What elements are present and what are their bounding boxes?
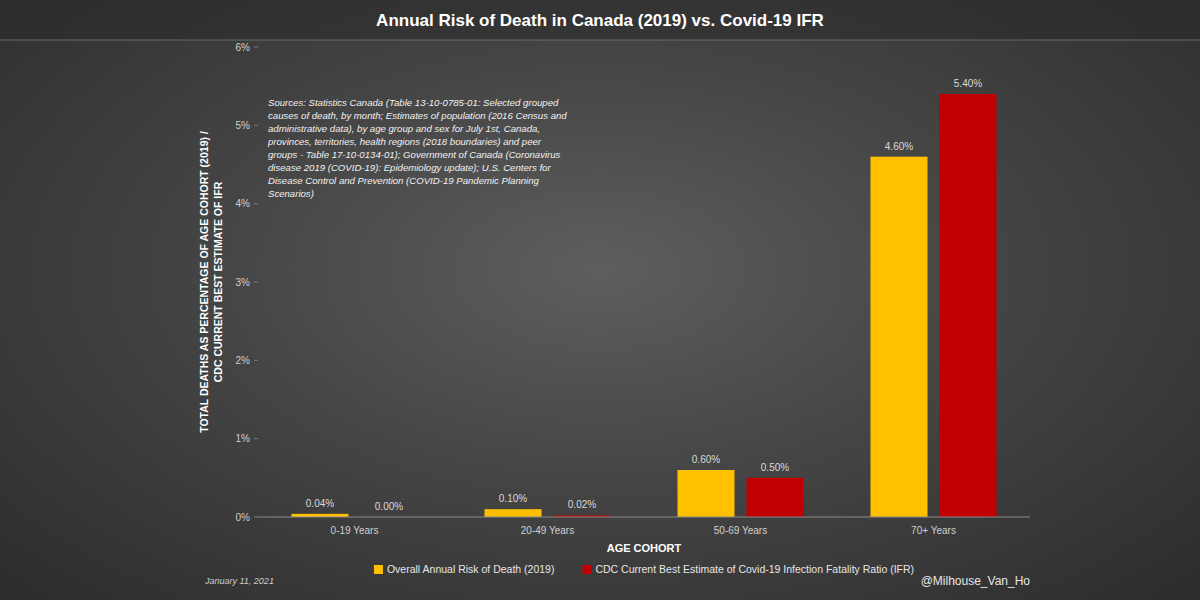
x-tick-label: 70+ Years (911, 525, 956, 536)
y-tick-label: 3% (236, 277, 251, 288)
legend-label: CDC Current Best Estimate of Covid-19 In… (595, 563, 914, 575)
y-tick-label: 6% (236, 42, 251, 53)
y-axis-label: TOTAL DEATHS AS PERCENTAGE OF AGE COHORT… (198, 131, 210, 433)
bar (940, 94, 997, 517)
y-tick (254, 360, 258, 361)
sources-note: Sources: Statistics Canada (Table 13-10-… (268, 96, 568, 200)
title-rule (0, 40, 1200, 41)
data-label: 0.50% (761, 462, 789, 473)
legend-swatch (582, 565, 591, 574)
x-tick-label: 0-19 Years (331, 525, 379, 536)
y-axis-label: CDC CURRENT BEST ESTIMATE OF IFR (212, 181, 224, 382)
y-tick-label: 5% (236, 120, 251, 131)
data-label: 0.02% (568, 499, 596, 510)
y-tick (254, 438, 258, 439)
x-tick-label: 20-49 Years (521, 525, 574, 536)
y-tick (254, 125, 258, 126)
y-tick-label: 4% (236, 198, 251, 209)
legend-swatch (374, 565, 383, 574)
bar (485, 509, 542, 517)
bar (747, 478, 804, 517)
data-label: 0.00% (375, 501, 403, 512)
bar (871, 157, 928, 517)
date-note: January 11, 2021 (204, 576, 274, 586)
data-label: 0.04% (306, 498, 334, 509)
x-axis (258, 517, 1030, 518)
x-axis-label: AGE COHORT (607, 542, 682, 554)
y-tick (254, 203, 258, 204)
legend-label: Overall Annual Risk of Death (2019) (387, 563, 555, 575)
y-tick (254, 282, 258, 283)
data-label: 0.10% (499, 493, 527, 504)
data-label: 0.60% (692, 454, 720, 465)
chart-title: Annual Risk of Death in Canada (2019) vs… (376, 11, 824, 30)
y-tick (254, 47, 258, 48)
data-label: 4.60% (885, 141, 913, 152)
x-tick-label: 50-69 Years (714, 525, 767, 536)
y-tick (254, 517, 258, 518)
bar (678, 470, 735, 517)
title-band (0, 0, 1200, 40)
y-tick-label: 0% (236, 512, 251, 523)
data-label: 5.40% (954, 78, 982, 89)
credit: @Milhouse_Van_Ho (921, 574, 1031, 588)
y-tick-label: 2% (236, 355, 251, 366)
y-tick-label: 1% (236, 433, 251, 444)
legend: Overall Annual Risk of Death (2019) CDC C… (374, 563, 914, 575)
